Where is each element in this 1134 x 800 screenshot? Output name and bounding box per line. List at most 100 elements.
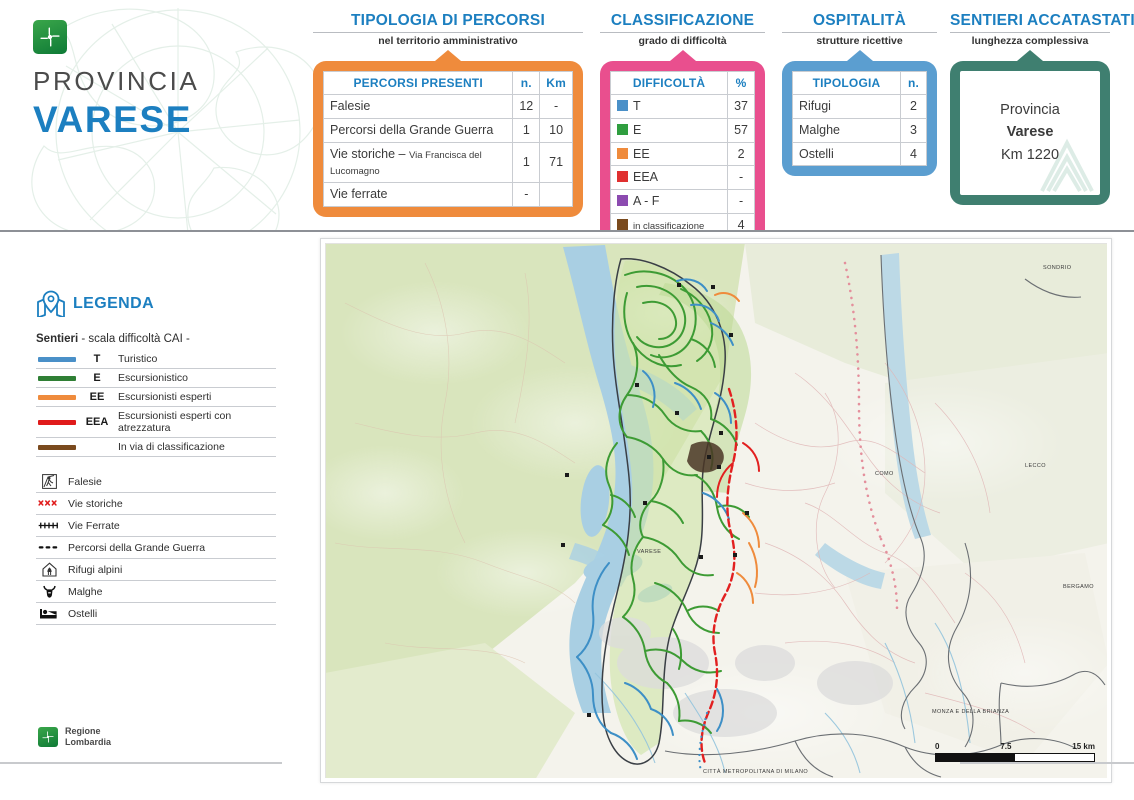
- legend-row-vie-ferrate[interactable]: Vie Ferrate: [36, 515, 276, 537]
- legend-label: In via di classificazione: [118, 441, 225, 453]
- cell-label: Percorsi della Grande Guerra: [322, 117, 514, 143]
- legend-row-vie-storiche[interactable]: Vie storiche: [36, 493, 276, 515]
- cell-pct: -: [727, 165, 755, 191]
- table-row: T 37: [609, 93, 755, 119]
- cell-label: EEA: [609, 165, 729, 191]
- legend-subtitle: Sentieri - scala difficoltà CAI -: [36, 333, 276, 345]
- card-arrow: [669, 49, 696, 61]
- table-header-row: DIFFICOLTÀ %: [609, 70, 755, 95]
- table-row: E 57: [609, 117, 755, 143]
- legend-row-ee[interactable]: EE Escursionisti esperti: [36, 388, 276, 407]
- map-pin-legend-icon: [37, 290, 65, 317]
- map-canvas[interactable]: SONDRIO COMO LECCO BERGAMO VARESE CITTÀ …: [325, 243, 1107, 778]
- cell-n: 4: [900, 141, 927, 167]
- cell-km: 10: [539, 117, 573, 143]
- line-swatch-icon: [38, 394, 76, 400]
- cell-km: [539, 182, 573, 208]
- bed-hostel-icon: [38, 606, 60, 621]
- table-row: Rifugi 2: [792, 93, 927, 119]
- table-row: in classificazione 4: [609, 213, 755, 230]
- cell-km: 71: [539, 141, 573, 184]
- card-body: DIFFICOLTÀ % T 37 E 57 EE: [600, 60, 765, 230]
- cell-label-text: A - F: [633, 194, 660, 209]
- legend-row-malghe[interactable]: Malghe: [36, 581, 276, 603]
- legend-code: E: [93, 372, 101, 384]
- legend-row-falesie[interactable]: Falesie: [36, 471, 276, 493]
- scalebar-min: 0: [935, 742, 940, 751]
- cell-label: EE: [609, 141, 729, 167]
- card-subtitle: grado di difficoltà: [638, 35, 727, 48]
- card-arrow-wrap: [782, 49, 937, 61]
- brand-provincia-text: PROVINCIA: [33, 66, 200, 96]
- sentieri-panel: Provincia Varese Km 1220: [960, 70, 1100, 195]
- scalebar-bar: [935, 753, 1095, 762]
- col-header-difficolta: DIFFICOLTÀ: [609, 70, 729, 95]
- cell-n: 1: [512, 117, 541, 143]
- difficulty-swatch-t: [617, 99, 628, 111]
- card-title: SENTIERI ACCATASTATI: [950, 12, 1134, 29]
- line-swatch-icon: [38, 356, 76, 362]
- scalebar-numbers: 0 7.5 15 km: [935, 742, 1095, 751]
- legend-row-eea[interactable]: EEA Escursionisti esperti con atrezzatur…: [36, 407, 276, 438]
- card-subtitle: nel territorio amministrativo: [378, 35, 518, 48]
- card-ospitalita: OSPITALITÀ strutture ricettive TIPOLOGIA…: [782, 12, 937, 177]
- chevron-mountain-icon: [1040, 138, 1094, 192]
- legend-label: Vie storiche: [68, 497, 123, 510]
- card-inner: PERCORSI PRESENTI n. Km Falesie 12 - Per…: [322, 70, 573, 208]
- footer-divider-right: [960, 762, 1134, 764]
- card-arrow-wrap: [600, 49, 765, 61]
- map-label-varese: VARESE: [637, 549, 662, 555]
- map-graphics: [325, 243, 1107, 778]
- cell-label: in classificazione: [609, 213, 729, 230]
- cell-label: E: [609, 117, 729, 143]
- legend-row-rifugi[interactable]: Rifugi alpini: [36, 559, 276, 581]
- table-row: Percorsi della Grande Guerra 1 10: [322, 117, 573, 143]
- cell-label: A - F: [609, 189, 729, 215]
- line-swatch-icon: [38, 444, 76, 450]
- card-arrow: [846, 49, 873, 61]
- legend-row-t[interactable]: T Turistico: [36, 350, 276, 369]
- legend-spacer: [36, 457, 276, 471]
- card-subtitle: strutture ricettive: [816, 35, 903, 48]
- table-header-row: PERCORSI PRESENTI n. Km: [322, 70, 573, 95]
- difficulty-swatch-inclass: [617, 219, 628, 230]
- cell-n: -: [512, 182, 541, 208]
- cell-label: Malghe: [792, 117, 901, 143]
- mountain-hut-icon: [38, 562, 60, 577]
- legend-row-ostelli[interactable]: Ostelli: [36, 603, 276, 625]
- card-classificazione: CLASSIFICAZIONE grado di difficoltà DIFF…: [600, 12, 765, 230]
- cell-label: Falesie: [322, 93, 514, 119]
- footer-divider-left: [0, 762, 282, 764]
- footer-band: Regione Lombardia: [0, 726, 1134, 800]
- map-label-lecco: LECCO: [1025, 463, 1046, 469]
- cell-label-main: Vie storiche –: [330, 146, 409, 161]
- col-header-pct: %: [727, 70, 755, 95]
- table-row: Falesie 12 -: [322, 93, 573, 119]
- difficulty-swatch-eea: [617, 171, 628, 183]
- legend-row-grande-guerra[interactable]: Percorsi della Grande Guerra: [36, 537, 276, 559]
- scalebar-empty: [1015, 754, 1094, 761]
- sentieri-line-3: Km 1220: [1000, 146, 1060, 163]
- cell-label: Vie ferrate: [322, 182, 514, 208]
- card-subtitle: lunghezza complessiva: [971, 35, 1089, 48]
- classificazione-table: DIFFICOLTÀ % T 37 E 57 EE: [609, 70, 755, 230]
- legend-label: Falesie: [68, 475, 102, 488]
- cell-label-text: EEA: [633, 170, 659, 185]
- legend-subtitle-rest: - scala difficoltà CAI -: [78, 333, 190, 345]
- legend-label: Malghe: [68, 585, 103, 598]
- legend-label: Escursionisti esperti con atrezzatura: [118, 410, 232, 434]
- legend-row-inclassificazione[interactable]: In via di classificazione: [36, 438, 276, 457]
- footer-text: Regione Lombardia: [65, 726, 111, 749]
- legend-code: T: [93, 353, 101, 365]
- card-title: CLASSIFICAZIONE: [610, 12, 755, 29]
- table-row: EE 2: [609, 141, 755, 167]
- card-body: PERCORSI PRESENTI n. Km Falesie 12 - Per…: [313, 60, 583, 218]
- ospitalita-table: TIPOLOGIA n. Rifugi 2 Malghe 3 Ostelli: [792, 70, 927, 167]
- scalebar-mid: 7.5: [1000, 742, 1012, 751]
- difficulty-swatch-e: [617, 123, 628, 135]
- line-swatch-icon: [38, 419, 76, 425]
- legend-row-e[interactable]: E Escursionistico: [36, 369, 276, 388]
- card-sentieri-accatastati: SENTIERI ACCATASTATI lunghezza complessi…: [950, 12, 1134, 205]
- legend-panel: LEGENDA Sentieri - scala difficoltà CAI …: [36, 290, 276, 625]
- legend-header: LEGENDA: [36, 290, 276, 317]
